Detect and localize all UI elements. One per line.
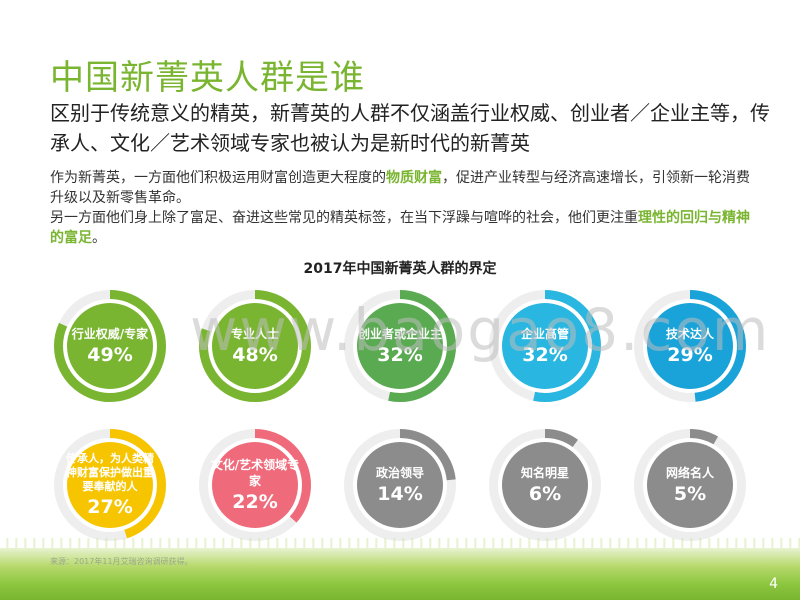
- donut-text: 文化/艺术领域专家 22%: [195, 425, 315, 545]
- paragraph-2-text-a: 另一方面他们身上除了富足、奋进这些常见的精英标签，在当下浮躁与喧哗的社会，他们更…: [50, 210, 638, 226]
- paragraph-1-text-b: ，促进产业转型与经济高速增长，引领新一轮消费升级以及新零售革命。: [50, 170, 750, 206]
- donut-arc: [489, 429, 601, 541]
- paragraph-1-text-a: 作为新菁英，一方面他们积极运用财富创造更大程度的: [50, 170, 386, 186]
- donut-value: 27%: [87, 496, 133, 518]
- donut-center: [502, 303, 588, 389]
- donut-label: 行业权威/专家: [71, 327, 149, 341]
- donut-center: [67, 442, 153, 528]
- donut-label: 文化/艺术领域专家: [210, 458, 300, 488]
- donut-label: 企业高管: [520, 327, 569, 341]
- donut-graphic: [344, 429, 456, 541]
- donut-label: 传承人，为人类精神财富保护做出重要奉献的人: [66, 452, 154, 493]
- donut-text: 行业权威/专家 49%: [50, 286, 170, 406]
- donut-arc: [344, 290, 456, 402]
- donut-arc: [199, 429, 311, 541]
- donut-item: 网络名人 5%: [630, 425, 750, 545]
- body-text: 作为新菁英，一方面他们积极运用财富创造更大程度的物质财富，促进产业转型与经济高速…: [50, 168, 760, 248]
- page-title: 中国新菁英人群是谁: [50, 58, 365, 98]
- donut-graphic: [489, 290, 601, 402]
- donut-arc: [199, 290, 311, 402]
- donut-arc: [489, 290, 601, 402]
- donut-value: 48%: [232, 344, 278, 366]
- donut-item: 专业人士 48%: [195, 286, 315, 406]
- donut-text: 企业高管 32%: [485, 286, 605, 406]
- donut-arc: [54, 429, 166, 541]
- donut-value: 32%: [522, 344, 568, 366]
- donut-value: 5%: [673, 483, 707, 505]
- donut-label: 政治领导: [375, 466, 424, 480]
- page-number: 4: [769, 576, 778, 592]
- donut-label: 创业者或企业主: [357, 327, 442, 341]
- donut-item: 文化/艺术领域专家 22%: [195, 425, 315, 545]
- donut-value: 6%: [528, 483, 562, 505]
- donut-arc: [54, 290, 166, 402]
- donut-value: 32%: [377, 344, 423, 366]
- donut-value: 14%: [377, 483, 423, 505]
- donut-text: 创业者或企业主 32%: [340, 286, 460, 406]
- donut-item: 政治领导 14%: [340, 425, 460, 545]
- donut-arc: [634, 429, 746, 541]
- donut-arc: [634, 290, 746, 402]
- donut-item: 企业高管 32%: [485, 286, 605, 406]
- donut-graphic: [54, 429, 166, 541]
- donut-item: 行业权威/专家 49%: [50, 286, 170, 406]
- donut-graphic: [344, 290, 456, 402]
- donut-center: [357, 303, 443, 389]
- donut-graphic: [634, 290, 746, 402]
- donut-text: 网络名人 5%: [630, 425, 750, 545]
- donut-value: 49%: [87, 344, 133, 366]
- donut-text: 专业人士 48%: [195, 286, 315, 406]
- paragraph-2-highlight: 理性的回归与精神的富足: [50, 210, 750, 246]
- donut-value: 29%: [667, 344, 713, 366]
- donut-item: 技术达人 29%: [630, 286, 750, 406]
- donut-graphic: [54, 290, 166, 402]
- donut-item: 创业者或企业主 32%: [340, 286, 460, 406]
- donut-center: [647, 442, 733, 528]
- donut-item: 传承人，为人类精神财富保护做出重要奉献的人 27%: [50, 425, 170, 545]
- donut-value: 22%: [232, 491, 278, 513]
- source-note: 来源：2017年11月艾瑞咨询调研获得。: [50, 557, 193, 566]
- paragraph-1: 作为新菁英，一方面他们积极运用财富创造更大程度的物质财富，促进产业转型与经济高速…: [50, 168, 760, 208]
- donut-label: 知名明星: [520, 466, 569, 480]
- donut-text: 政治领导 14%: [340, 425, 460, 545]
- donut-center: [502, 442, 588, 528]
- donut-center: [357, 442, 443, 528]
- donut-text: 传承人，为人类精神财富保护做出重要奉献的人 27%: [50, 425, 170, 545]
- page-subtitle: 区别于传统意义的精英，新菁英的人群不仅涵盖行业权威、创业者／企业主等，传承人、文…: [50, 101, 770, 155]
- donut-center: [212, 303, 298, 389]
- donut-center: [67, 303, 153, 389]
- chart-title: 2017年中国新菁英人群的界定: [303, 261, 497, 277]
- donut-graphic: [199, 429, 311, 541]
- paragraph-2-text-b: 。: [92, 230, 106, 246]
- donut-label: 网络名人: [665, 466, 714, 480]
- donut-center: [212, 442, 298, 528]
- donut-graphic: [199, 290, 311, 402]
- donut-text: 知名明星 6%: [485, 425, 605, 545]
- donut-label: 专业人士: [230, 327, 279, 341]
- paragraph-2: 另一方面他们身上除了富足、奋进这些常见的精英标签，在当下浮躁与喧哗的社会，他们更…: [50, 208, 760, 248]
- donut-item: 知名明星 6%: [485, 425, 605, 545]
- paragraph-1-highlight: 物质财富: [386, 170, 442, 186]
- donut-graphic: [634, 429, 746, 541]
- donut-center: [647, 303, 733, 389]
- donut-graphic: [489, 429, 601, 541]
- donut-text: 技术达人 29%: [630, 286, 750, 406]
- footer-band: [0, 548, 800, 600]
- donut-label: 技术达人: [665, 327, 714, 341]
- donut-arc: [344, 429, 456, 541]
